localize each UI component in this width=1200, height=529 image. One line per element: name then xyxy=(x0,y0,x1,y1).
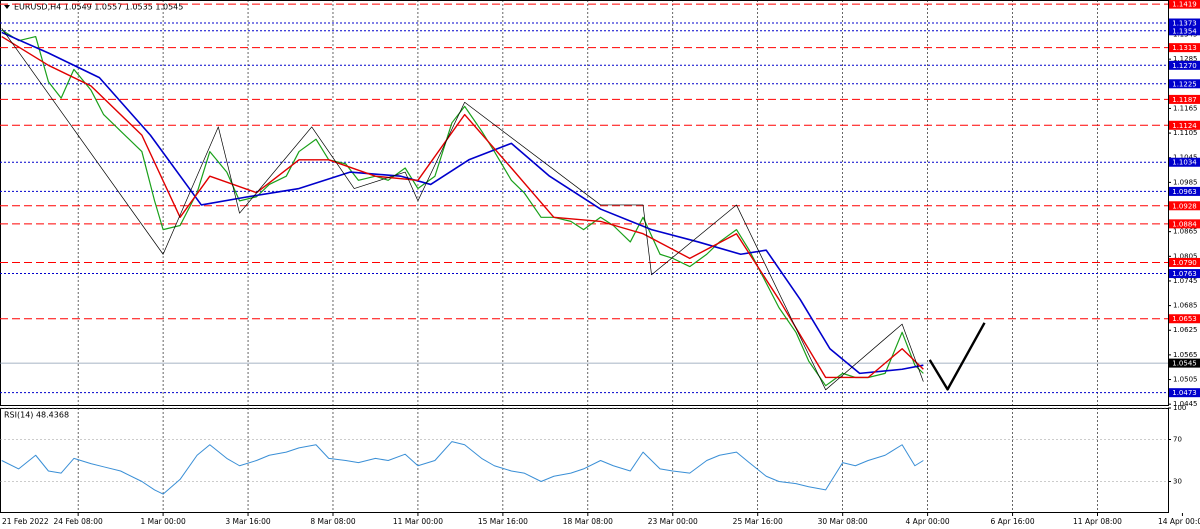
level-label-box xyxy=(1169,157,1200,167)
x-tick-label: 21 Feb 2022 xyxy=(2,517,49,526)
level-label-box xyxy=(1169,120,1200,130)
y-tick-label: 1.0565 xyxy=(1173,351,1198,359)
x-tick-label: 4 Apr 00:00 xyxy=(906,517,950,526)
y-tick-label: 1.0685 xyxy=(1173,302,1198,310)
series-line xyxy=(1,35,924,379)
level-label: 1.0963 xyxy=(1172,188,1197,196)
level-label-box xyxy=(1169,219,1200,229)
level-label: 1.1225 xyxy=(1172,80,1197,88)
series-line xyxy=(1,31,924,375)
y-tick-label: 1.0445 xyxy=(1173,400,1198,408)
level-label: 1.0473 xyxy=(1172,389,1197,397)
y-tick-label: 1.1045 xyxy=(1173,154,1198,162)
x-tick-label: 25 Mar 16:00 xyxy=(733,517,783,526)
y-tick-label: 70 xyxy=(1173,436,1182,444)
series-line xyxy=(1,441,924,495)
level-label-box xyxy=(1169,314,1200,324)
level-label-box xyxy=(1169,269,1200,279)
x-tick-label: 8 Mar 08:00 xyxy=(310,517,356,526)
series-line xyxy=(1,28,924,391)
x-tick-label: 14 Apr 00:00 xyxy=(1158,517,1200,526)
y-tick-label: 100 xyxy=(1173,404,1186,412)
x-tick-label: 1 Mar 00:00 xyxy=(140,517,186,526)
series-line xyxy=(1,29,924,387)
x-tick-label: 18 Mar 08:00 xyxy=(563,517,613,526)
y-tick-label: 1.0505 xyxy=(1173,376,1198,384)
level-label: 1.1419 xyxy=(1172,1,1197,9)
y-tick-label: 1.0745 xyxy=(1173,277,1198,285)
rsi-title: RSI(14) 48.4368 xyxy=(4,411,69,420)
level-label-box xyxy=(1169,26,1200,36)
level-label: 1.0884 xyxy=(1172,220,1197,228)
level-label: 1.1270 xyxy=(1172,62,1197,70)
x-tick-label: 15 Mar 16:00 xyxy=(478,517,528,526)
y-tick-label: 1.0865 xyxy=(1173,228,1198,236)
level-label-box xyxy=(1169,43,1200,53)
y-tick-label: 1.1285 xyxy=(1173,55,1198,63)
x-tick-label: 23 Mar 00:00 xyxy=(648,517,698,526)
y-tick-label: 30 xyxy=(1173,478,1182,486)
x-tick-label: 30 Mar 08:00 xyxy=(818,517,868,526)
level-label: 1.0653 xyxy=(1172,315,1197,323)
rsi-frame xyxy=(0,408,1169,513)
level-label: 1.0928 xyxy=(1172,202,1197,210)
x-tick-label: 24 Feb 08:00 xyxy=(54,517,103,526)
level-label-box xyxy=(1169,79,1200,89)
level-label-box xyxy=(1169,358,1200,368)
level-label: 1.1373 xyxy=(1172,20,1197,28)
level-label: 1.1313 xyxy=(1172,44,1197,52)
level-label: 1.0790 xyxy=(1172,259,1197,267)
x-tick-label: 3 Mar 16:00 xyxy=(225,517,271,526)
level-label-box xyxy=(1169,388,1200,398)
y-tick-label: 1.1105 xyxy=(1173,129,1198,137)
level-label: 1.1354 xyxy=(1172,27,1197,35)
chart-title: EURUSD,H4 1.0549 1.0557 1.0535 1.0545 xyxy=(14,3,183,12)
main-frame xyxy=(0,0,1169,406)
level-label: 1.1187 xyxy=(1172,96,1197,104)
y-tick-label: 1.0985 xyxy=(1173,178,1198,186)
menu-icon[interactable] xyxy=(4,5,10,9)
x-tick-label: 11 Mar 00:00 xyxy=(393,517,443,526)
level-label-box xyxy=(1169,0,1200,9)
series-line xyxy=(928,322,986,391)
level-label-box xyxy=(1169,257,1200,267)
level-label: 1.1124 xyxy=(1172,122,1197,130)
level-label-box xyxy=(1169,201,1200,211)
x-tick-label: 6 Apr 16:00 xyxy=(990,517,1034,526)
level-label-box xyxy=(1169,94,1200,104)
level-label-box xyxy=(1169,60,1200,70)
level-label: 1.0545 xyxy=(1172,360,1197,368)
x-tick-label: 11 Apr 08:00 xyxy=(1073,517,1122,526)
level-label-box xyxy=(1169,186,1200,196)
level-label-box xyxy=(1169,18,1200,28)
y-tick-label: 1.0805 xyxy=(1173,252,1198,260)
y-tick-label: 1.0625 xyxy=(1173,326,1198,334)
y-tick-label: 1.1165 xyxy=(1173,104,1198,112)
level-label: 1.1034 xyxy=(1172,159,1197,167)
level-label: 1.0763 xyxy=(1172,270,1197,278)
